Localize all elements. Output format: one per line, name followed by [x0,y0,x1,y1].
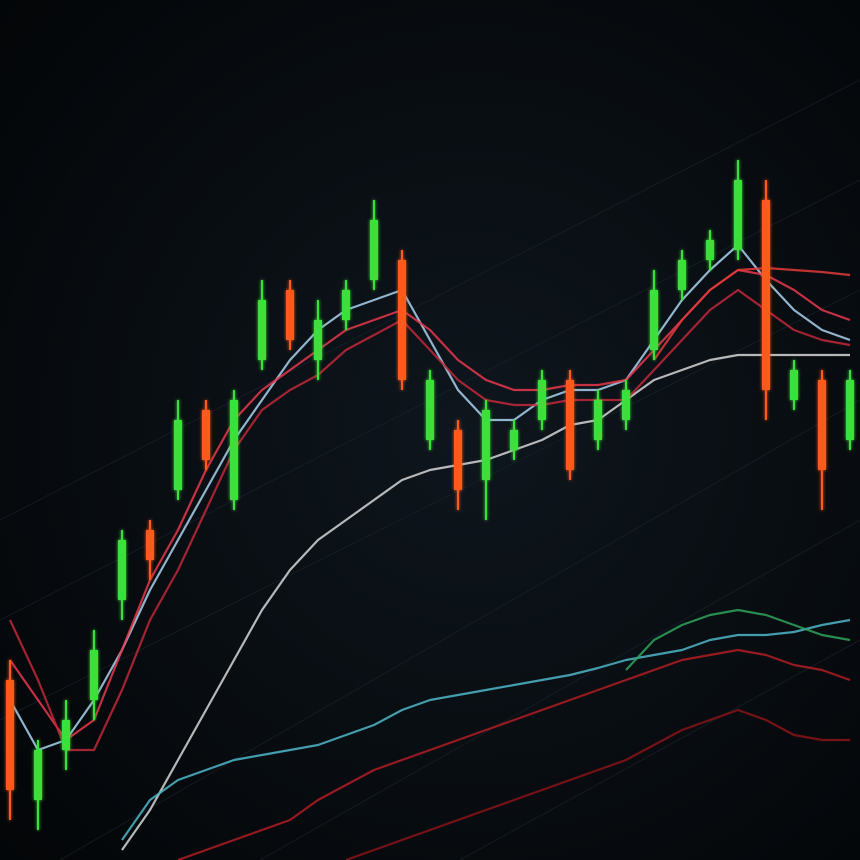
candle-body [762,200,770,390]
candle-body [202,410,210,460]
candle-body [482,410,490,480]
indicator-line [177,648,851,860]
indicator-line [345,708,850,860]
candle-body [734,180,742,250]
candle-body [622,390,630,420]
candle-body [258,300,266,360]
indicator-line [9,288,851,752]
candle-body [342,290,350,320]
candle-body [426,380,434,440]
candle-body [538,380,546,420]
candle-body [678,260,686,290]
candle-body [34,750,42,800]
candle-body [594,400,602,440]
candle-body [790,370,798,400]
candle-body [510,430,518,450]
candle-body [398,260,406,380]
candle-body [846,380,854,440]
indicator-line [121,618,851,841]
candle-body [174,420,182,490]
candle-body [230,400,238,500]
candle-body [706,240,714,260]
candle-body [818,380,826,470]
candles [6,160,854,830]
candle-body [118,540,126,600]
candle-body [314,320,322,360]
indicator-line [653,266,851,361]
candle-body [566,380,574,470]
candle-body [62,720,70,750]
candle-body [146,530,154,560]
candle-body [454,430,462,490]
indicator-line [625,608,851,671]
candle-body [370,220,378,280]
candle-body [90,650,98,700]
candle-body [650,290,658,350]
candle-body [286,290,294,340]
candle-body [6,680,14,790]
